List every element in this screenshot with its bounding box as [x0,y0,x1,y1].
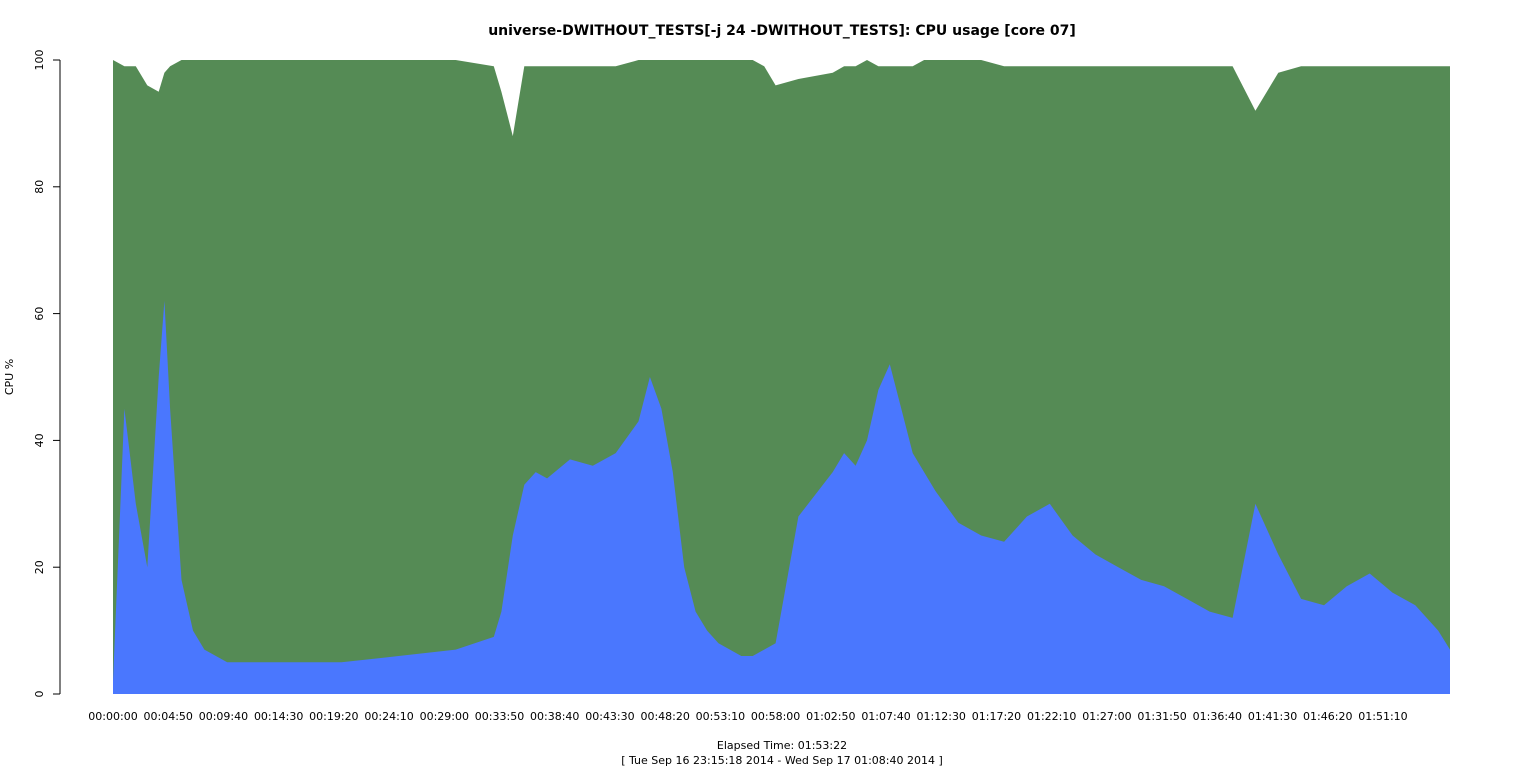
series-upper-area [113,60,1450,694]
x-tick-label: 00:09:40 [199,710,248,723]
x-tick-label: 01:12:30 [917,710,966,723]
x-tick-label: 01:17:20 [972,710,1021,723]
x-tick-label: 01:22:10 [1027,710,1076,723]
x-tick-label: 00:33:50 [475,710,524,723]
y-tick-label: 0 [33,691,46,698]
x-tick-label: 00:04:50 [144,710,193,723]
x-axis: 00:00:00 00:04:50 00:09:40 00:14:30 00:19:20… [88,710,1407,723]
chart-title: universe-DWITHOUT_TESTS[-j 24 -DWITHOUT_… [488,23,1076,39]
x-tick-label: 01:36:40 [1193,710,1242,723]
series-lower-area [113,300,1450,694]
x-tick-label: 00:19:20 [309,710,358,723]
y-axis: 0 20 40 60 80 100 [33,50,61,698]
x-tick-label: 01:31:50 [1137,710,1186,723]
x-tick-label: 00:29:00 [420,710,469,723]
x-tick-label: 01:02:50 [806,710,855,723]
y-tick-label: 40 [33,433,46,447]
y-tick-label: 100 [33,50,46,71]
x-tick-label: 00:38:40 [530,710,579,723]
x-tick-label: 01:27:00 [1082,710,1131,723]
y-tick-label: 20 [33,560,46,574]
x-tick-label: 01:51:10 [1358,710,1407,723]
x-tick-label: 01:41:30 [1248,710,1297,723]
x-tick-label: 01:46:20 [1303,710,1352,723]
y-tick-label: 80 [33,180,46,194]
x-tick-label: 00:43:30 [585,710,634,723]
x-axis-label: Elapsed Time: 01:53:22 [717,739,847,752]
x-axis-date-range: [ Tue Sep 16 23:15:18 2014 - Wed Sep 17 … [621,754,943,767]
x-tick-label: 00:14:30 [254,710,303,723]
x-tick-label: 00:48:20 [640,710,689,723]
plot-area [113,60,1450,694]
x-tick-label: 00:00:00 [88,710,137,723]
x-tick-label: 00:53:10 [696,710,745,723]
x-tick-label: 00:24:10 [364,710,413,723]
y-axis-label: CPU % [3,359,16,395]
x-tick-label: 00:58:00 [751,710,800,723]
x-tick-label: 01:07:40 [861,710,910,723]
y-tick-label: 60 [33,307,46,321]
